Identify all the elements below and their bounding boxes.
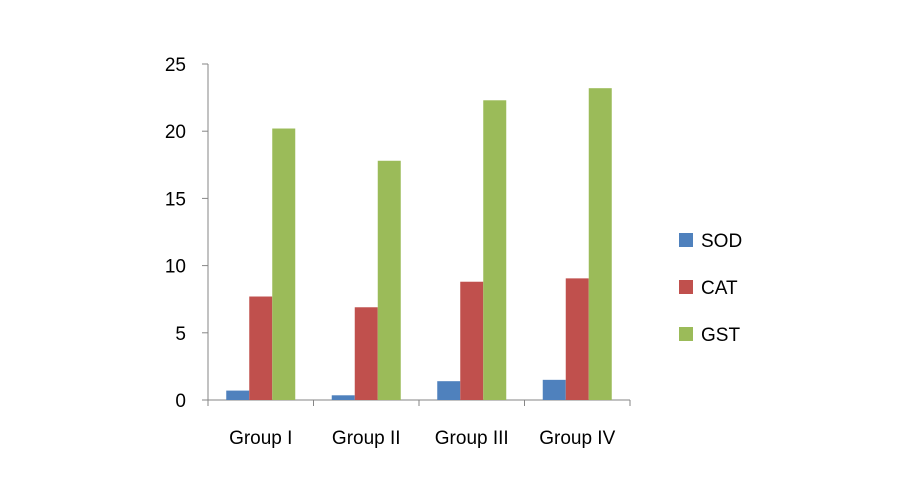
bar-sod	[331, 395, 355, 400]
y-axis: 0 5 10 15 20 25	[165, 55, 209, 412]
bar-sod	[226, 390, 250, 400]
y-tick-label: 25	[165, 55, 186, 76]
bar-gst	[483, 100, 507, 401]
bar-gst	[377, 160, 401, 400]
x-category-label: Group II	[332, 428, 401, 449]
bar-gst	[272, 128, 296, 400]
x-category-label: Group IV	[539, 428, 615, 449]
bar-cat	[565, 278, 589, 400]
x-axis: Group I Group II Group III Group IV	[207, 399, 631, 449]
bars	[226, 88, 612, 401]
legend-swatch-cat	[679, 280, 693, 294]
legend-label: GST	[701, 325, 740, 346]
legend-label: SOD	[701, 231, 742, 252]
legend-label: CAT	[701, 278, 738, 299]
y-tick-label: 5	[175, 324, 186, 345]
bar-sod	[437, 381, 461, 400]
x-category-label: Group III	[435, 428, 509, 449]
bar-cat	[249, 296, 273, 400]
y-tick-label: 20	[165, 122, 186, 143]
bar-cat	[460, 281, 484, 400]
y-tick-label: 15	[165, 189, 186, 210]
bar-cat	[354, 307, 378, 400]
y-tick-label: 0	[175, 391, 186, 412]
legend: SOD CAT GST	[679, 231, 742, 346]
bar-sod	[542, 379, 566, 400]
bar-gst	[588, 88, 612, 400]
y-tick-label: 10	[165, 257, 186, 278]
x-category-label: Group I	[229, 428, 292, 449]
legend-swatch-sod	[679, 233, 693, 247]
legend-swatch-gst	[679, 327, 693, 341]
